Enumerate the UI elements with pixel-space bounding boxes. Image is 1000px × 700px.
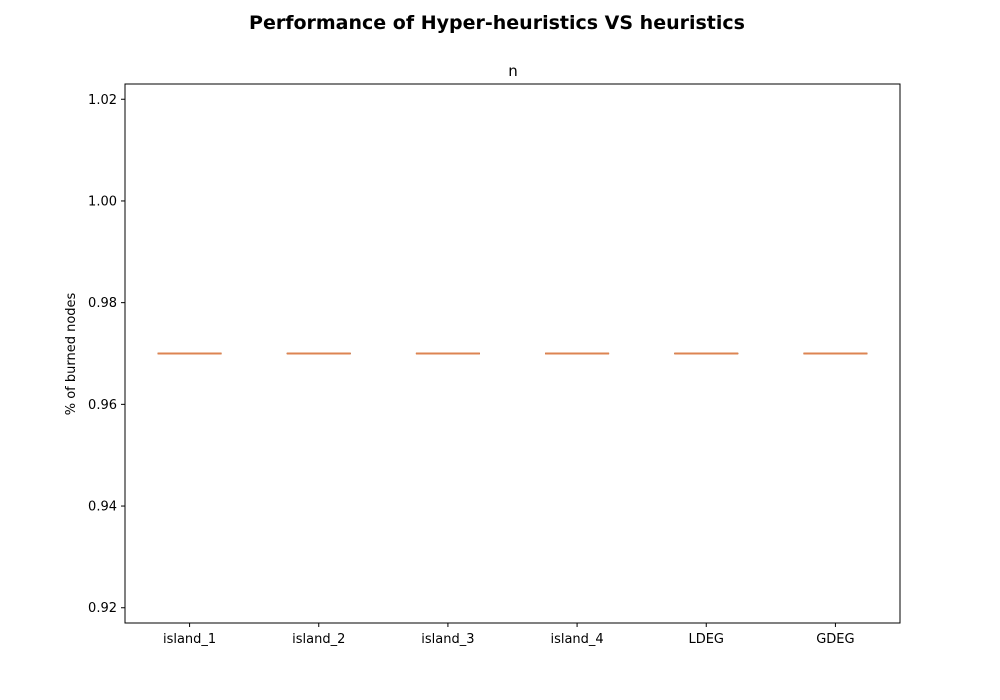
y-axis-label: % of burned nodes [64,292,79,415]
x-tick-label: island_3 [421,632,474,647]
y-tick-label: 1.00 [88,194,117,209]
y-tick-label: 0.94 [88,500,117,515]
x-tick-label: island_2 [292,632,345,647]
x-tick-label: GDEG [816,632,854,647]
y-tick-label: 0.98 [88,296,117,311]
y-tick-label: 1.02 [88,93,117,108]
plot-area: 0.92 0.94 0.96 0.98 1.00 1.02 island_1 island_2… [88,83,901,647]
x-tick-label: LDEG [688,632,724,647]
plot-frame [124,83,901,624]
x-tick-label: island_1 [163,632,216,647]
x-tick-label: island_4 [550,632,603,647]
chart-title: Performance of Hyper-heuristics VS heuri… [249,12,745,34]
y-tick-label: 0.92 [88,601,117,616]
y-tick-label: 0.96 [88,398,117,413]
chart-subtitle: n [508,62,518,80]
